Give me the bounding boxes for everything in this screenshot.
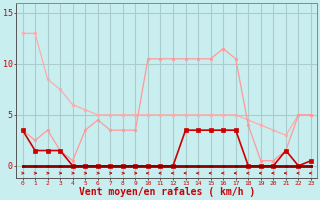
X-axis label: Vent moyen/en rafales ( km/h ): Vent moyen/en rafales ( km/h ) bbox=[79, 187, 255, 197]
